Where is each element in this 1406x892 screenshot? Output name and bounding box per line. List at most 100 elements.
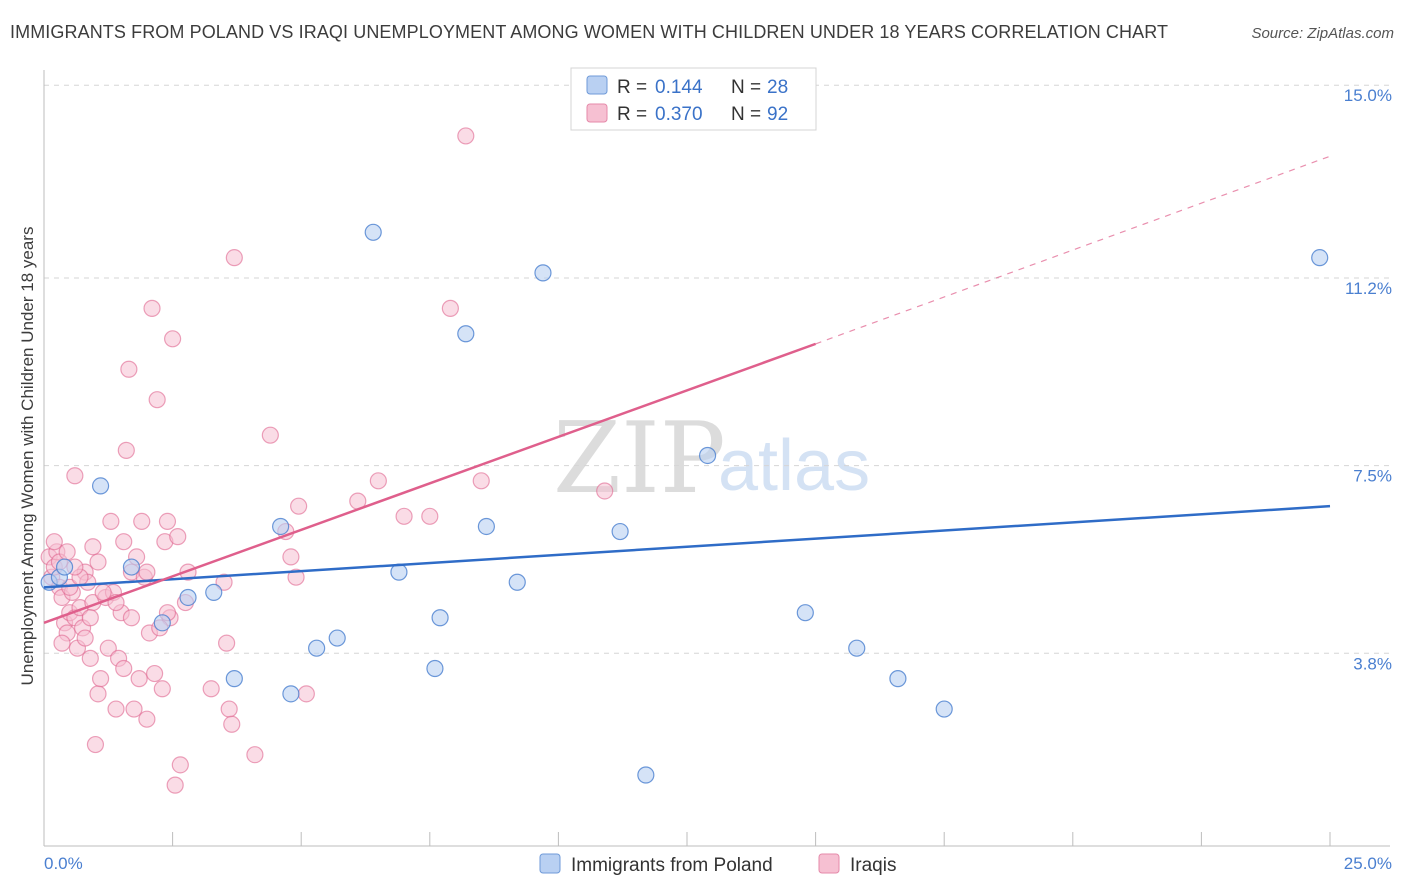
legend-r-label-iraqis: R = — [617, 104, 647, 125]
poland-point — [179, 588, 197, 607]
poland-point — [1311, 249, 1329, 267]
y-axis-label: Unemployment Among Women with Children U… — [18, 227, 37, 686]
iraqis-point — [107, 700, 125, 718]
poland-point — [328, 629, 346, 647]
poland-point — [637, 766, 655, 784]
legend-bottom-label-iraqis: Iraqis — [850, 855, 896, 876]
poland-point — [426, 659, 444, 678]
iraqis-point — [287, 568, 305, 586]
iraqis-point — [369, 472, 387, 490]
iraqis-point — [102, 512, 120, 530]
legend-r-value-iraqis: 0.370 — [655, 104, 703, 125]
iraqis-point — [169, 528, 187, 546]
poland-point — [272, 517, 290, 536]
iraqis-point — [125, 700, 143, 718]
iraqis-point — [58, 543, 76, 561]
legend-bottom: Immigrants from Poland Iraqis — [539, 853, 896, 876]
iraqis-point — [81, 649, 99, 667]
iraqis-point — [120, 360, 138, 378]
legend-swatch-iraqis — [586, 103, 608, 123]
iraqis-point — [202, 680, 220, 698]
axes — [43, 70, 1390, 847]
iraqis-point — [164, 330, 182, 348]
iraqis-point — [53, 634, 71, 652]
iraqis-point — [45, 533, 63, 551]
iraqis-point — [171, 756, 189, 774]
legend-box — [570, 67, 817, 131]
iraqis-point — [115, 659, 133, 678]
y-tick-label: 15.0% — [1344, 86, 1392, 105]
legend-r-value-poland: 0.144 — [655, 77, 703, 98]
poland-point — [796, 604, 814, 622]
legend-n-label-iraqis: N = — [731, 104, 761, 125]
iraqis-point — [421, 507, 439, 525]
iraqis-point — [220, 700, 238, 718]
trend-lines — [43, 155, 1331, 625]
legend-bottom-swatch-poland — [539, 853, 561, 874]
iraqis-point — [89, 685, 107, 703]
iraqis-point — [89, 553, 107, 571]
iraqis-point — [138, 563, 156, 581]
poland-point — [935, 700, 953, 718]
iraqis-trend-extension — [815, 155, 1331, 345]
iraqis-point — [91, 670, 110, 688]
x-tick-label-max: 25.0% — [1344, 854, 1392, 873]
y-axis-tick-labels: 3.8% 7.5% 11.2% 15.0% — [1344, 86, 1392, 673]
poland-point — [848, 639, 866, 657]
poland-point — [534, 264, 552, 282]
legend-top: R = 0.144 N = 28 R = 0.370 N = 92 — [570, 67, 817, 131]
iraqis-point — [115, 533, 133, 551]
iraqis-point — [84, 538, 102, 556]
iraqis-point — [122, 609, 141, 627]
iraqis-point — [76, 629, 94, 647]
iraqis-point — [138, 710, 156, 728]
x-axis-ticks — [172, 832, 1331, 846]
poland-point — [122, 558, 141, 576]
iraqis-point — [153, 680, 171, 698]
poland-point — [205, 583, 223, 602]
iraqis-point — [596, 482, 614, 500]
legend-n-value-poland: 28 — [767, 77, 788, 98]
legend-bottom-label-poland: Immigrants from Poland — [571, 855, 773, 876]
iraqis-point — [215, 573, 233, 591]
source-credit: Source: ZipAtlas.com — [1251, 25, 1394, 42]
iraqis-point — [282, 548, 300, 566]
iraqis-point — [148, 391, 166, 409]
iraqis-point — [218, 634, 236, 652]
iraqis-point — [158, 512, 177, 530]
poland-point — [431, 609, 449, 627]
poland-point — [225, 670, 243, 688]
iraqis-point — [99, 639, 117, 657]
iraqis-point — [117, 441, 135, 459]
poland-point — [282, 685, 300, 703]
poland-point — [508, 573, 526, 591]
y-tick-label: 3.8% — [1353, 654, 1392, 673]
poland-point — [55, 558, 74, 576]
iraqis-point — [441, 299, 459, 317]
y-tick-label: 11.2% — [1345, 279, 1392, 298]
poland-point — [91, 477, 110, 495]
legend-swatch-poland — [586, 75, 608, 95]
iraqis-point — [130, 670, 148, 688]
series-iraqis-points — [40, 127, 614, 794]
iraqis-point — [81, 609, 99, 627]
iraqis-point — [225, 249, 243, 267]
iraqis-point — [261, 426, 279, 444]
legend-r-label-poland: R = — [617, 77, 647, 98]
poland-point — [477, 517, 495, 536]
iraqis-point — [395, 507, 413, 525]
iraqis-point — [133, 512, 151, 530]
iraqis-point — [86, 735, 105, 754]
iraqis-point — [143, 299, 161, 317]
poland-point — [611, 522, 629, 541]
iraqis-point — [246, 746, 264, 764]
poland-point — [364, 223, 382, 241]
legend-n-label-poland: N = — [731, 77, 761, 98]
poland-point — [308, 639, 326, 657]
poland-point — [698, 446, 717, 465]
iraqis-point — [290, 497, 308, 515]
poland-trend-line — [43, 504, 1331, 589]
iraqis-point — [145, 664, 164, 683]
iraqis-trend-line — [43, 342, 817, 625]
